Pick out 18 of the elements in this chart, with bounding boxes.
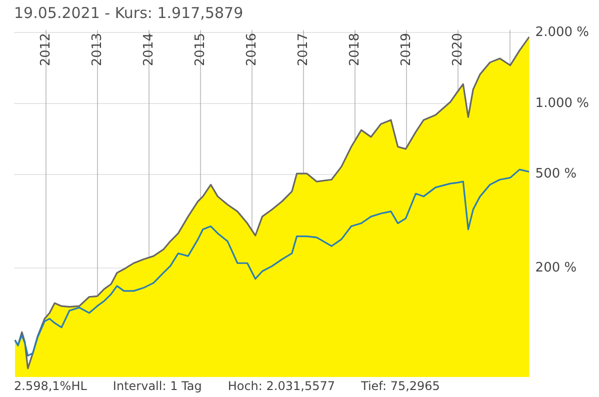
x-tick-label: 2014 [142, 33, 157, 66]
x-tick-label: 2018 [348, 33, 363, 66]
x-tick-label: 2013 [90, 33, 106, 66]
x-tick-label: 2020 [450, 33, 466, 66]
text: Hoch: 2.031,5577 [228, 379, 335, 393]
y-tick-label: 2.000 % [535, 24, 589, 40]
text: Intervall: 1 Tag [112, 379, 202, 393]
y-tick-label: 200 % [535, 260, 577, 276]
x-tick-label: 2015 [193, 33, 208, 66]
text: 2.598,1%HL [14, 379, 87, 393]
text: Tief: 75,2965 [360, 379, 440, 393]
x-tick-label: 2019 [399, 33, 414, 66]
y-tick-label: 500 % [535, 166, 577, 182]
y-tick-label: 1.000 % [535, 96, 589, 111]
x-tick-label: 2017 [296, 33, 312, 66]
x-tick-label: 2016 [244, 33, 260, 66]
x-tick-label: 2012 [38, 33, 54, 66]
chart-title: 19.05.2021 - Kurs: 1.917,5879 [14, 4, 244, 22]
